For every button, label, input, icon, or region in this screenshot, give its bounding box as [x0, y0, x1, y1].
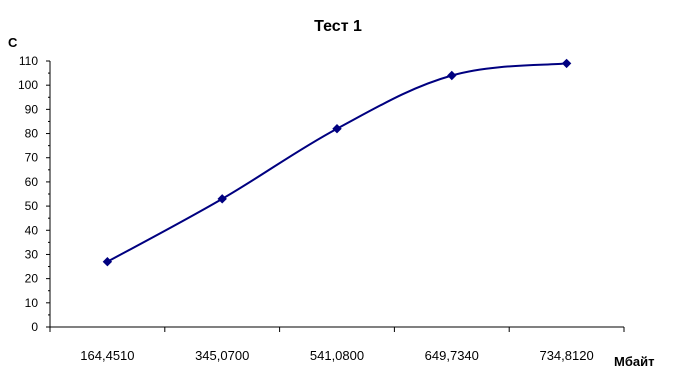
x-tick-label: 345,0700 — [195, 348, 249, 363]
data-point — [447, 70, 457, 81]
y-tick-label: 40 — [25, 223, 39, 237]
y-axis-label: С — [8, 35, 18, 50]
y-tick-label: 50 — [25, 199, 39, 213]
y-tick-label: 100 — [18, 78, 38, 92]
series-line — [106, 62, 567, 263]
x-ticks: 164,4510 345,0700 541,0800 649,7340 734,8120 — [49, 327, 625, 363]
y-tick-label: 80 — [25, 127, 39, 141]
y-ticks: 0 10 20 30 40 50 60 70 80 90 100 110 — [18, 54, 50, 334]
data-point — [217, 194, 227, 204]
y-tick-label: 10 — [25, 296, 39, 310]
axes — [49, 61, 624, 328]
y-tick-label: 110 — [19, 54, 38, 68]
x-tick-label: 164,4510 — [80, 348, 134, 363]
y-tick-label: 70 — [25, 151, 39, 165]
y-tick-label: 0 — [31, 320, 38, 334]
y-tick-label: 60 — [25, 175, 39, 189]
chart-title: Тест 1 — [314, 18, 362, 35]
x-axis-label: Мбайт — [614, 354, 654, 369]
series-group — [102, 58, 572, 267]
x-tick-label: 649,7340 — [425, 348, 479, 363]
y-tick-label: 20 — [25, 272, 39, 286]
y-tick-label: 30 — [25, 247, 39, 261]
x-tick-label: 734,8120 — [539, 348, 593, 363]
data-point — [332, 124, 342, 134]
y-tick-label: 90 — [25, 102, 39, 116]
data-point — [102, 257, 113, 267]
data-point — [561, 58, 572, 69]
x-tick-label: 541,0800 — [310, 348, 364, 363]
